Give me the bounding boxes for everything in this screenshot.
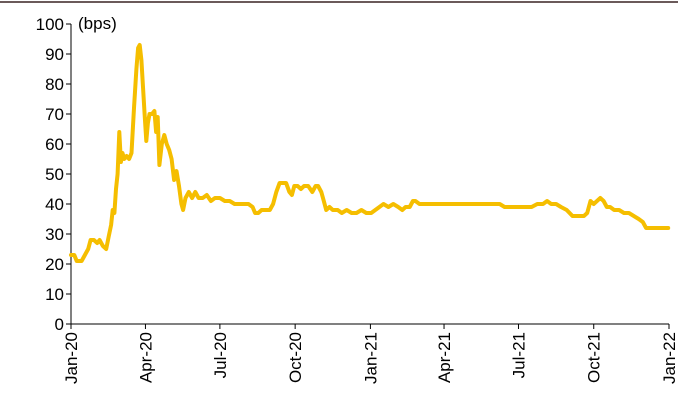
- x-tick-label: Jul-20: [211, 332, 230, 378]
- y-tick-label: 70: [45, 105, 64, 124]
- y-tick-label: 30: [45, 225, 64, 244]
- x-tick-label: Oct-20: [286, 332, 305, 383]
- x-tick-label: Jan-20: [62, 332, 81, 384]
- y-tick-label: 60: [45, 135, 64, 154]
- y-tick-label: 80: [45, 75, 64, 94]
- axes: [66, 23, 670, 329]
- x-tick-labels: Jan-20 Apr-20 Jul-20 Oct-20 Jan-21 Apr-21 Jul-…: [62, 332, 678, 384]
- y-tick-label: 90: [45, 45, 64, 64]
- y-tick-labels: 0 10 20 30 40 50 60 70 80 90 100: [36, 15, 64, 334]
- x-tick-label: Jan-21: [361, 332, 380, 384]
- x-tick-label: Oct-21: [585, 332, 604, 383]
- y-tick-label: 20: [45, 255, 64, 274]
- y-tick-label: 40: [45, 195, 64, 214]
- x-tick-label: Apr-21: [435, 332, 454, 383]
- x-tick-label: Jan-22: [660, 332, 678, 384]
- x-tick-label: Apr-20: [136, 332, 155, 383]
- x-tick-label: Jul-21: [509, 332, 528, 378]
- y-tick-label: 100: [36, 15, 64, 34]
- y-tick-label: 10: [45, 285, 64, 304]
- y-tick-label: 50: [45, 165, 64, 184]
- series-layer: [69, 43, 671, 263]
- series-line: [69, 43, 671, 263]
- y-tick-label: 0: [55, 315, 64, 334]
- y-unit-label: (bps): [78, 14, 117, 33]
